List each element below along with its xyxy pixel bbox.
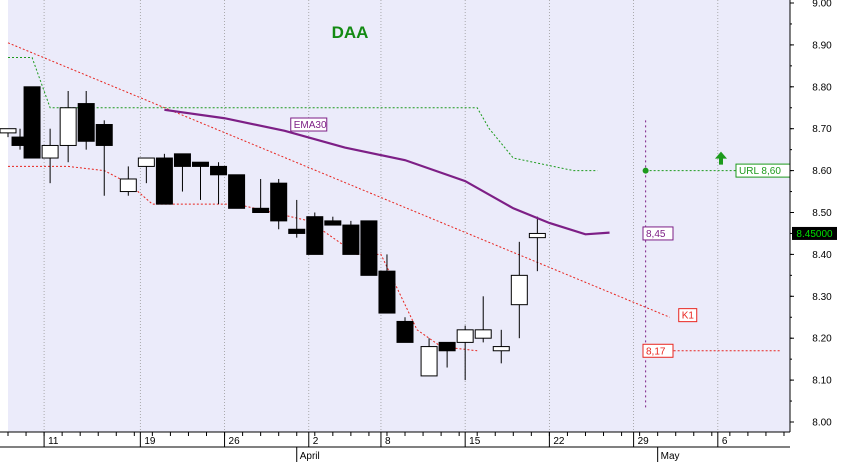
- x-tick-label: 11: [48, 436, 59, 447]
- candle-body: [155, 157, 173, 205]
- ema-value-label-text: 8,45: [646, 229, 666, 240]
- candle-body: [360, 220, 378, 276]
- candle-body: [23, 86, 41, 159]
- candle-body: [420, 346, 438, 377]
- candle-body: [210, 165, 228, 176]
- y-tick-label: 8.50: [812, 208, 832, 219]
- candle-body: [191, 161, 209, 167]
- candle-body: [228, 174, 246, 209]
- x-tick-label: 2: [313, 436, 319, 447]
- last-price-text: 8.45000: [796, 229, 833, 240]
- y-axis-bg: [790, 0, 849, 432]
- projection-markers: EMA30 8,45 K1 8,17 URL 8,60: [290, 117, 791, 410]
- url-step-line: [8, 56, 598, 172]
- url-line: [8, 56, 736, 172]
- candle-body: [95, 124, 113, 146]
- candle-body: [324, 220, 342, 226]
- candle-body: [492, 346, 510, 352]
- candle-body: [342, 224, 360, 255]
- x-tick-label: 19: [144, 436, 156, 447]
- y-tick-label: 8.80: [812, 82, 832, 93]
- candle-body: [0, 128, 17, 134]
- k1-label: K1: [678, 308, 698, 323]
- url-label-text: URL 8,60: [739, 166, 781, 177]
- y-axis: 9.00 8.90 8.80 8.70 8.60 8.50 8.40 8.30 8.20 8.10…: [789, 0, 849, 432]
- month-label: April: [300, 451, 320, 462]
- candle-body: [288, 228, 306, 234]
- candle-body: [119, 178, 137, 193]
- candle-body: [173, 153, 191, 167]
- x-tick-label: 29: [638, 436, 650, 447]
- candle-body: [306, 216, 324, 255]
- month-label: May: [661, 451, 680, 462]
- candle-body: [77, 103, 95, 142]
- x-tick-label: 8: [385, 436, 391, 447]
- up-arrow-icon: [715, 151, 727, 165]
- ema-value-label: 8,45: [642, 226, 674, 241]
- candle-body: [510, 274, 528, 306]
- x-tick-label: 22: [553, 436, 565, 447]
- plot-area: [8, 0, 790, 432]
- y-tick-label: 8.70: [812, 124, 832, 135]
- x-axis-bg: [0, 432, 790, 470]
- candle-body: [252, 207, 270, 213]
- ema30-curve: [164, 108, 610, 236]
- x-tick-label: 26: [229, 436, 241, 447]
- ema30-label-box: [290, 117, 328, 132]
- ema-value-label-box: [642, 226, 674, 241]
- k1-trendline: [7, 42, 670, 318]
- url-label: URL 8,60: [735, 163, 791, 178]
- y-tick-label: 8.20: [812, 334, 832, 345]
- ema30-label-text: EMA30: [294, 120, 327, 131]
- grid-lines: [43, 0, 719, 432]
- candle-body: [137, 157, 155, 167]
- k1-label-text: K1: [682, 311, 695, 322]
- chart-title: DAA: [332, 23, 369, 42]
- candle-body: [59, 107, 77, 146]
- y-tick-label: 8.60: [812, 166, 832, 177]
- candle-body: [438, 341, 456, 352]
- y-tick-label: 8.30: [812, 292, 832, 303]
- y-tick-label: 8.10: [812, 376, 832, 387]
- y-tick-label: 9.00: [812, 0, 832, 10]
- last-price-tag: [792, 226, 837, 240]
- ema30-label: EMA30: [290, 117, 328, 132]
- y-tick-label: 8.40: [812, 250, 832, 261]
- support-value-label: 8,17: [642, 343, 674, 358]
- candle-body: [528, 232, 546, 239]
- candle-body: [41, 144, 59, 159]
- y-tick-label: 8.00: [812, 418, 832, 429]
- k1-line: [7, 42, 670, 318]
- candle-body: [396, 320, 414, 343]
- x-axis: 11 19 26 2 8 15 22 29 6 April May: [0, 431, 790, 470]
- k1-label-box: [678, 308, 698, 323]
- ema30-line: [164, 108, 610, 236]
- candle-body: [270, 182, 288, 222]
- x-tick-label: 6: [722, 436, 728, 447]
- url-marker-dot: [642, 167, 649, 174]
- candle-body: [378, 270, 396, 314]
- y-tick-label: 8.90: [812, 40, 832, 51]
- candle-body: [456, 329, 474, 343]
- support-value-label-box: [642, 343, 674, 358]
- candle-body: [474, 329, 492, 339]
- x-tick-label: 15: [469, 436, 481, 447]
- support-value-label-text: 8,17: [646, 346, 666, 357]
- candles: [0, 86, 546, 381]
